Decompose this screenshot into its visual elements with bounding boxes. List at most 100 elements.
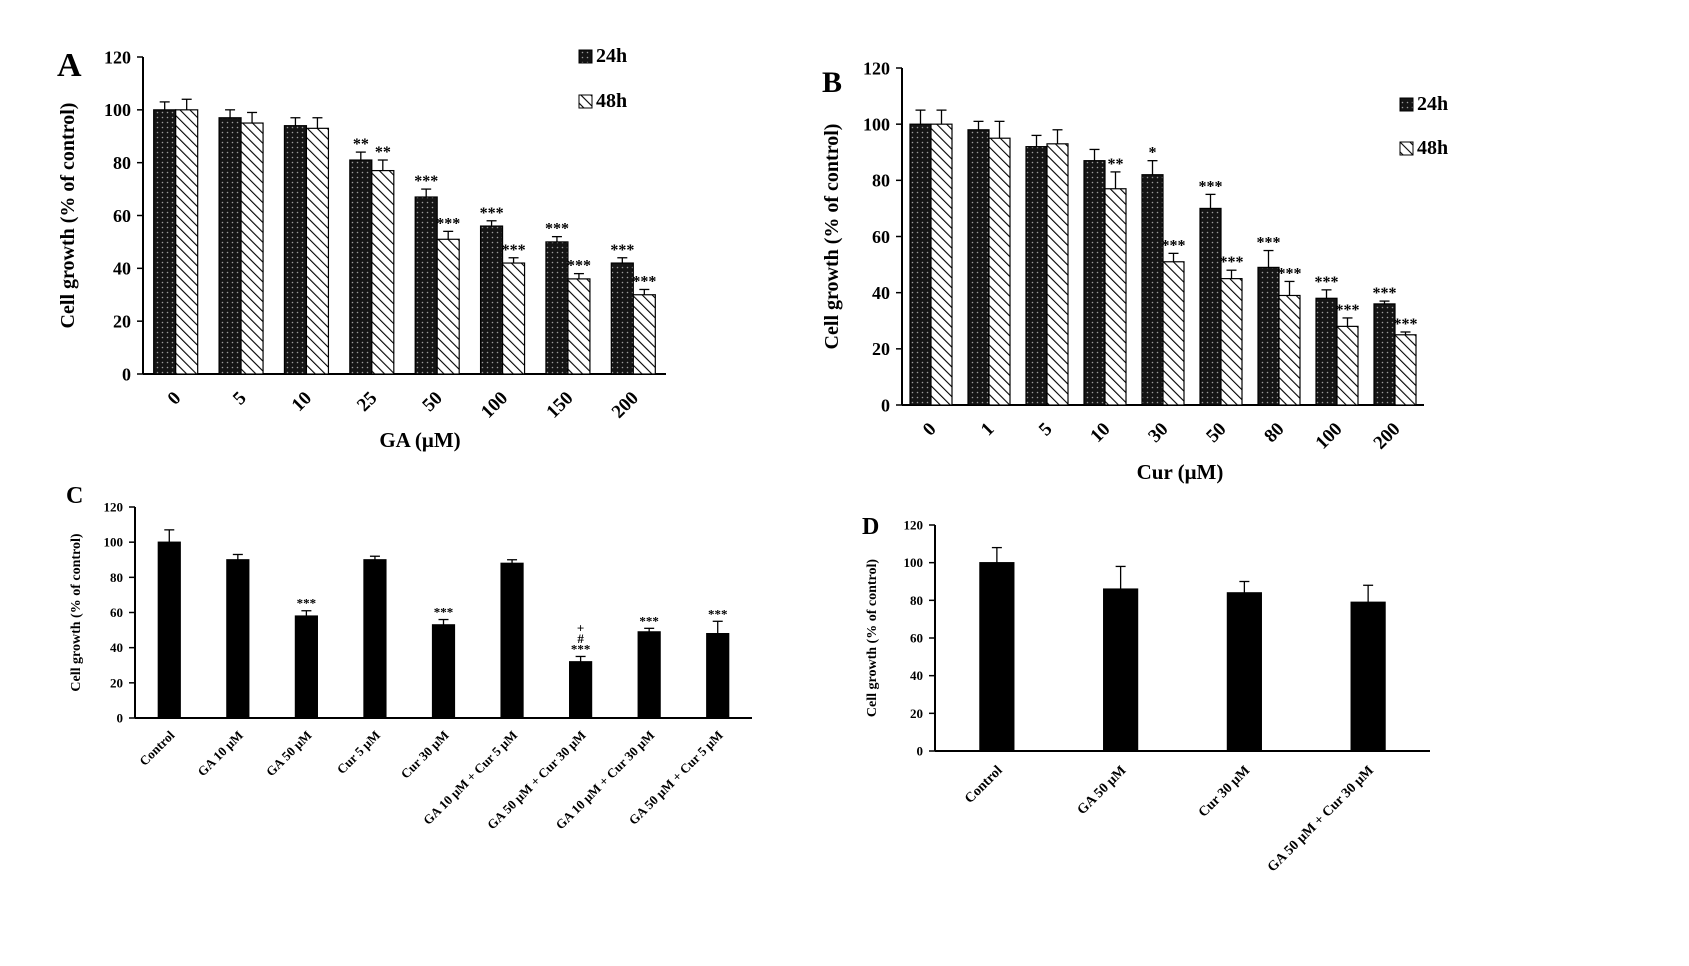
bar (1103, 588, 1139, 752)
bar-48h (988, 137, 1011, 406)
y-tick-label: 60 (872, 227, 890, 247)
x-tick-label: 100 (1312, 419, 1347, 454)
bar-48h (1046, 143, 1069, 406)
significance-label: *** (1336, 302, 1360, 319)
x-tick-label: 150 (542, 388, 577, 423)
x-tick-label: 5 (229, 388, 251, 410)
x-tick-label: 10 (1086, 419, 1114, 447)
panel-c-chart: C 0 20 40 60 80 100 120 Cell growth (% of contro… (66, 483, 752, 832)
legend-label: 24h (596, 45, 627, 67)
x-tick-label: Cur 5 μM (334, 728, 383, 777)
bar-48h (305, 127, 330, 375)
bar (431, 624, 456, 719)
bar-24h (909, 123, 932, 406)
significance-label: *** (545, 221, 569, 238)
significance-label: *** (1278, 265, 1302, 282)
y-tick-label: 100 (104, 535, 124, 550)
x-tick-label: GA 10 μM (194, 728, 246, 780)
bar-48h (175, 109, 199, 375)
significance-label: *** (1220, 254, 1244, 271)
bar-24h (1083, 160, 1106, 406)
significance-label: *** (1373, 285, 1397, 302)
panel-letter: C (66, 483, 83, 509)
y-tick-label: 40 (113, 259, 131, 279)
y-tick-label: 0 (917, 744, 924, 759)
significance-label: *** (1199, 178, 1223, 195)
bar-48h (436, 238, 460, 375)
bar (979, 562, 1015, 752)
bar (637, 631, 661, 719)
legend-swatch (1399, 141, 1414, 156)
bar-48h (1162, 261, 1185, 406)
significance-label: # (577, 631, 584, 646)
legend-label: 48h (596, 90, 627, 112)
bar-24h (414, 196, 438, 375)
bar-24h (153, 109, 177, 375)
y-tick-label: 20 (872, 339, 890, 359)
x-tick-label: GA 50 μM (1075, 763, 1130, 818)
y-tick-label: 100 (104, 100, 131, 120)
bar-24h (479, 225, 504, 375)
x-tick-label: GA 50 μM (263, 728, 315, 780)
significance-label: *** (1394, 316, 1418, 333)
bar (294, 615, 318, 719)
y-tick-label: 120 (104, 500, 124, 515)
significance-label: ** (375, 144, 391, 161)
y-axis-label: Cell growth (% of control) (57, 103, 79, 329)
bar-24h (218, 117, 242, 375)
bar-48h (501, 262, 526, 375)
significance-label: *** (708, 606, 728, 621)
y-tick-label: 80 (110, 570, 123, 585)
x-tick-label: 50 (1202, 419, 1230, 447)
y-axis-label: Cell growth (% of control) (821, 124, 843, 350)
bar (157, 541, 181, 719)
bar (226, 559, 250, 719)
x-tick-label: 25 (353, 388, 381, 416)
legend-label: 48h (1417, 137, 1448, 159)
panel-letter: B (822, 66, 842, 99)
panel-letter: D (862, 514, 879, 540)
y-axis-label: Cell growth (% of control) (865, 559, 880, 717)
y-tick-label: 60 (110, 605, 123, 620)
y-tick-label: 0 (881, 395, 890, 415)
bar-48h (1220, 278, 1243, 406)
significance-label: *** (639, 613, 659, 628)
y-tick-label: 80 (910, 593, 923, 608)
x-tick-label: 30 (1144, 419, 1172, 447)
bar-48h (371, 169, 395, 375)
bar-48h (930, 123, 953, 406)
x-tick-label: 80 (1260, 419, 1288, 447)
y-tick-label: 100 (904, 555, 924, 570)
y-tick-label: 40 (872, 283, 890, 303)
bar-48h (567, 278, 591, 375)
significance-label: *** (571, 641, 591, 656)
panel-letter: A (57, 47, 82, 84)
x-tick-label: GA 50 μM + Cur 30 μM (1265, 763, 1377, 875)
bar-24h (1025, 146, 1048, 406)
x-tick-label: Control (962, 763, 1006, 807)
bar-24h (283, 125, 308, 375)
x-tick-label: Control (136, 727, 177, 768)
bar-48h (1104, 188, 1127, 406)
legend-swatch (578, 49, 593, 64)
y-tick-label: 120 (104, 47, 131, 67)
y-axis-label: Cell growth (% of control) (69, 533, 84, 691)
bar-24h (1199, 207, 1222, 406)
y-tick-label: 20 (910, 706, 923, 721)
y-tick-label: 0 (122, 364, 131, 384)
y-tick-label: 80 (113, 153, 131, 173)
bar-48h (240, 122, 264, 375)
x-tick-label: Cur 30 μM (398, 728, 452, 782)
x-tick-label: 200 (1370, 419, 1405, 454)
significance-label: *** (1257, 235, 1281, 252)
y-tick-label: 80 (872, 171, 890, 191)
bar-24h (545, 241, 569, 375)
bar-24h (1373, 303, 1396, 406)
significance-label: *** (434, 605, 454, 620)
y-tick-label: 60 (910, 631, 923, 646)
y-tick-label: 100 (863, 114, 890, 134)
significance-label: *** (414, 173, 438, 190)
significance-label: *** (480, 205, 504, 222)
